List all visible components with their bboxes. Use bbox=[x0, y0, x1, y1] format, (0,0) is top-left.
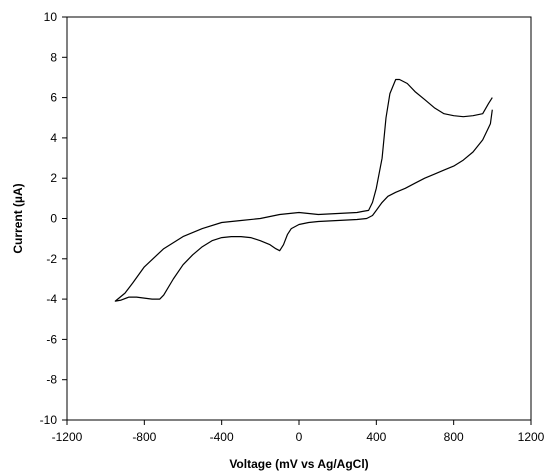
y-tick-label: 8 bbox=[50, 50, 57, 64]
plot-area-group bbox=[66, 16, 532, 421]
x-tick-label: -400 bbox=[210, 430, 234, 444]
y-tick-label: 4 bbox=[50, 131, 57, 145]
x-tick-label: 0 bbox=[296, 430, 303, 444]
y-tick-label: 6 bbox=[50, 91, 57, 105]
x-axis-ticks bbox=[66, 420, 532, 425]
x-axis-tick-labels: -1200 -800 -400 0 400 800 1200 bbox=[52, 430, 545, 444]
y-axis-title: Current (µA) bbox=[11, 183, 25, 253]
y-tick-label: -4 bbox=[46, 292, 57, 306]
x-tick-label: 1200 bbox=[518, 430, 545, 444]
x-axis-title: Voltage (mV vs Ag/AgCl) bbox=[229, 457, 368, 471]
x-tick-label: 800 bbox=[444, 430, 464, 444]
y-tick-label: -10 bbox=[40, 413, 58, 427]
x-tick-label: -800 bbox=[132, 430, 156, 444]
y-axis-ticks bbox=[62, 16, 67, 421]
x-tick-label: 400 bbox=[366, 430, 386, 444]
y-tick-label: -6 bbox=[46, 332, 57, 346]
series-line-current-vs-voltage bbox=[114, 78, 493, 302]
y-tick-label: -8 bbox=[46, 373, 57, 387]
y-tick-label: -2 bbox=[46, 252, 57, 266]
y-tick-label: 0 bbox=[50, 212, 57, 226]
plot-area-frame bbox=[66, 16, 532, 421]
y-tick-label: 2 bbox=[50, 171, 57, 185]
x-tick-label: -1200 bbox=[52, 430, 83, 444]
y-tick-label: 10 bbox=[44, 10, 58, 24]
y-axis-tick-labels: -10 -8 -6 -4 -2 0 2 4 6 8 10 bbox=[40, 10, 58, 427]
